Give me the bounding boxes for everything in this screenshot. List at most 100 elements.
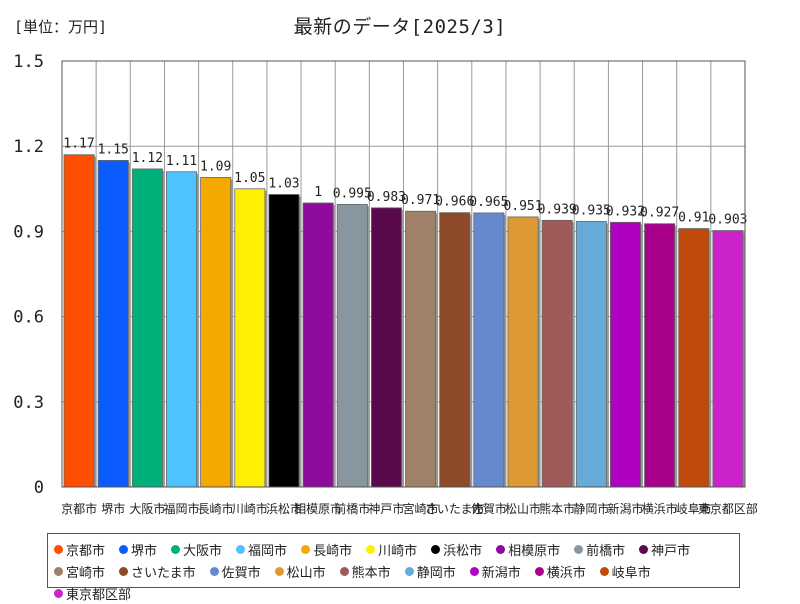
legend-item: 横浜市	[534, 560, 586, 582]
value-label: 0.939	[538, 202, 577, 217]
legend: 京都市 堺市 大阪市 福岡市 長崎市 川崎市 浜松市 相模原市 前橋市 神戸市 宮崎市 さいたま市 佐賀…	[47, 533, 740, 603]
x-tick-label: 前橋市	[334, 501, 370, 516]
legend-swatch	[119, 544, 129, 554]
legend-swatch	[274, 566, 284, 576]
legend-swatch	[496, 544, 506, 554]
legend-label: 静岡市	[416, 565, 456, 581]
legend-item: 松山市	[274, 560, 326, 582]
bar-神戸市	[370, 207, 402, 488]
legend-item: 前橋市	[574, 538, 625, 560]
legend-swatch	[209, 566, 219, 576]
bar-福岡市	[166, 171, 197, 488]
legend-item: 東京都区部	[54, 582, 131, 604]
legend-swatch	[54, 588, 63, 598]
bar-東京都区部	[712, 230, 744, 488]
legend-item: 岐阜市	[599, 560, 651, 582]
value-label: 0.935	[572, 203, 611, 218]
x-tick-label: 川崎市	[232, 501, 268, 516]
legend-label: 相模原市	[508, 543, 561, 559]
bar-相模原市	[302, 202, 334, 488]
value-label: 1.15	[98, 142, 129, 157]
legend-item: 堺市	[119, 538, 157, 560]
value-label: 0.903	[708, 213, 747, 228]
legend-swatch	[301, 544, 311, 554]
value-labels: 1.17 1.151.12 1.11 1.091.05 1.031 0.9950.9830…	[63, 137, 747, 228]
value-label: 0.983	[367, 190, 406, 205]
bar-熊本市	[541, 219, 573, 488]
bar-さいたま市	[439, 212, 471, 488]
x-tick-label: 神戸市	[368, 501, 404, 516]
plot-frame	[61, 60, 746, 488]
legend-item: 熊本市	[339, 560, 391, 582]
legend-label: さいたま市	[131, 565, 196, 581]
bar-京都市	[63, 154, 95, 488]
axes: 0 0.3 0.6 0.9 1.2 1.5 京都市 堺市 大阪市福岡市長崎市川崎市浜松市相模原市…	[13, 52, 758, 516]
legend-item: 宮崎市	[54, 560, 105, 582]
x-tick-label: 岐阜市	[676, 501, 712, 516]
bar-横浜市	[644, 223, 676, 488]
legend-swatch	[431, 544, 441, 554]
legend-item: 静岡市	[404, 560, 456, 582]
x-tick-label: 静岡市	[573, 501, 609, 516]
bar-堺市	[97, 159, 129, 488]
legend-label: 神戸市	[651, 543, 691, 559]
value-label: 1.12	[132, 151, 163, 166]
x-tick-label: 相模原市	[294, 501, 342, 516]
x-tick-label: 宮崎市	[403, 501, 439, 516]
legend-swatch	[404, 566, 414, 576]
bar-前橋市	[336, 204, 368, 488]
y-tick-label: 0.6	[13, 308, 44, 328]
value-label: 0.932	[606, 204, 645, 219]
legend-swatch	[171, 544, 181, 554]
legend-item: さいたま市	[119, 560, 196, 582]
legend-label: 堺市	[131, 543, 158, 559]
y-tick-label: 0	[34, 478, 44, 498]
bar-静岡市	[575, 221, 607, 488]
legend-label: 横浜市	[546, 565, 586, 581]
legend-item: 福岡市	[236, 538, 287, 560]
x-tick-label: 堺市	[101, 501, 125, 516]
legend-label: 前橋市	[586, 543, 626, 559]
x-tick-label: 佐賀市	[471, 501, 507, 516]
x-tick-label: 長崎市	[198, 501, 234, 516]
chart-title: 最新のデータ[2025/3]	[293, 16, 507, 38]
legend-item: 浜松市	[431, 538, 482, 560]
bar-宮崎市	[405, 210, 437, 488]
legend-label: 岐阜市	[611, 565, 651, 581]
bars	[63, 154, 745, 488]
y-tick-label: 1.2	[13, 137, 44, 157]
y-tick-label: 0.9	[13, 222, 44, 242]
value-label: 1	[314, 185, 322, 200]
bar-新潟市	[610, 221, 641, 488]
legend-label: 熊本市	[351, 565, 391, 581]
legend-item: 神戸市	[639, 538, 690, 560]
bar-浜松市	[268, 194, 300, 488]
legend-label: 川崎市	[378, 543, 418, 559]
legend-item: 佐賀市	[209, 560, 261, 582]
x-tick-label: 横浜市	[642, 501, 678, 516]
bar-佐賀市	[473, 212, 505, 488]
legend-swatch	[574, 544, 584, 554]
legend-swatch	[469, 566, 479, 576]
legend-item: 新潟市	[469, 560, 521, 582]
x-tick-label: 福岡市	[164, 501, 200, 516]
x-tick-label: 東京都区部	[698, 501, 758, 516]
legend-label: 長崎市	[313, 543, 353, 559]
value-label: 0.927	[640, 206, 679, 221]
value-label: 1.09	[200, 159, 231, 174]
legend-swatch	[54, 544, 63, 554]
legend-swatch	[534, 566, 544, 576]
legend-swatch	[236, 544, 246, 554]
x-tick-label: 新潟市	[607, 501, 643, 516]
legend-swatch	[639, 544, 649, 554]
legend-swatch	[599, 566, 609, 576]
legend-label: 福岡市	[248, 543, 288, 559]
bar-岐阜市	[678, 228, 710, 488]
value-label: 1.11	[166, 154, 197, 169]
x-tick-label: 熊本市	[539, 501, 575, 516]
bar-松山市	[507, 216, 539, 488]
legend-label: 京都市	[66, 543, 106, 559]
x-tick-label: 浜松市	[266, 501, 302, 516]
bar-chart: 1.17 1.151.12 1.11 1.091.05 1.031 0.9950.9830…	[13, 52, 758, 516]
bar-大阪市	[131, 168, 163, 488]
